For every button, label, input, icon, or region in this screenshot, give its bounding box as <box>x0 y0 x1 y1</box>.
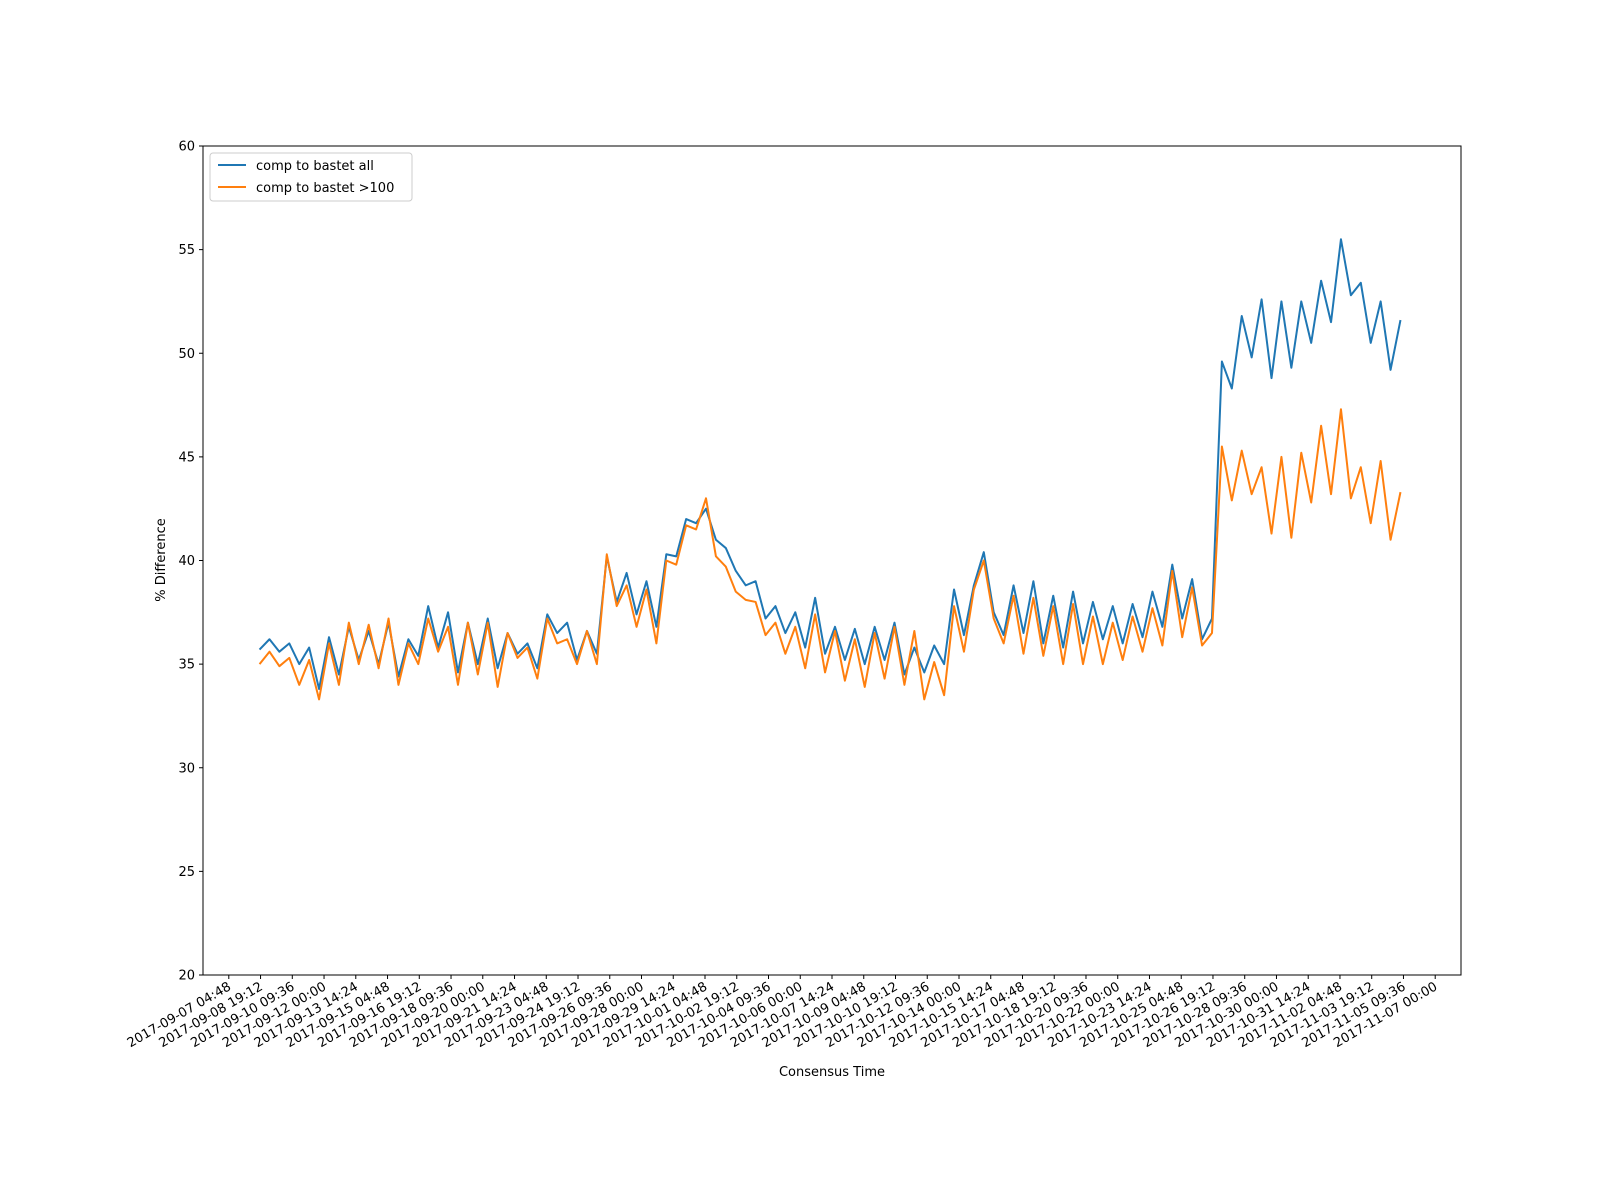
y-tick-label: 25 <box>178 865 195 880</box>
y-tick-label: 60 <box>178 140 195 155</box>
y-tick-label: 55 <box>178 243 195 258</box>
y-tick-label: 20 <box>178 969 195 984</box>
series-line <box>258 238 1402 690</box>
legend-box <box>209 152 413 202</box>
legend-label: comp to bastet >100 <box>256 181 394 196</box>
y-axis-label: % Difference <box>154 518 169 602</box>
plot-frame <box>202 145 1462 976</box>
y-tick-label: 40 <box>178 554 195 569</box>
y-tick-label: 50 <box>178 347 195 362</box>
x-axis-label: Consensus Time <box>779 1065 885 1080</box>
legend-label: comp to bastet all <box>256 159 374 174</box>
series-line <box>258 408 1402 701</box>
y-tick-label: 35 <box>178 658 195 673</box>
y-tick-label: 45 <box>178 450 195 465</box>
y-tick-label: 30 <box>178 761 195 776</box>
